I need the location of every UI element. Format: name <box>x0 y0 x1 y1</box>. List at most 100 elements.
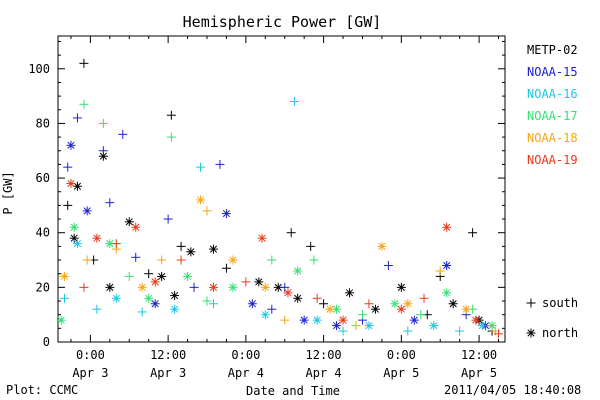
x-tick-label-date: Apr 3 <box>150 366 186 380</box>
data-point-south <box>98 118 108 128</box>
south-marker-icon <box>526 298 536 308</box>
x-axis: 0:00 Apr 3 12:00 Apr 3 0:00 Apr 4 12:00 Apr 4 0:… <box>70 36 500 380</box>
legend-entry: NOAA-18 <box>527 131 578 145</box>
data-point-north <box>196 195 206 205</box>
data-point-north <box>170 291 180 301</box>
data-point-south <box>202 206 212 216</box>
data-point-north <box>208 282 218 292</box>
data-point-north <box>82 206 92 216</box>
x-tick-label-time: 0:00 <box>387 348 416 362</box>
series-metp-02 <box>63 58 497 336</box>
data-point-north <box>442 222 452 232</box>
data-point-south <box>494 329 504 339</box>
data-point-north <box>299 315 309 325</box>
data-point-north <box>111 293 121 303</box>
data-point-south <box>79 99 89 109</box>
x-tick-label-time: 12:00 <box>306 348 342 362</box>
chart-title: Hemispheric Power [GW] <box>183 13 382 31</box>
marker-legend: south north <box>526 296 578 340</box>
data-point-south <box>176 241 186 251</box>
data-point-south <box>221 263 231 273</box>
data-point-north <box>477 321 487 331</box>
data-point-north <box>157 271 167 281</box>
data-point-north <box>442 288 452 298</box>
x-tick-label-date: Apr 4 <box>306 366 342 380</box>
y-tick-label: 40 <box>36 226 50 240</box>
data-point-south <box>118 129 128 139</box>
data-point-south <box>63 200 73 210</box>
series-noaa-17 <box>56 99 497 331</box>
data-point-north <box>429 321 439 331</box>
data-points <box>56 58 504 339</box>
data-point-south <box>144 269 154 279</box>
data-point-north <box>345 288 355 298</box>
plot-timestamp: 2011/04/05 18:40:08 <box>444 383 582 397</box>
data-point-north <box>72 181 82 191</box>
data-point-south <box>280 282 290 292</box>
data-point-north <box>461 304 471 314</box>
data-point-south <box>468 228 478 238</box>
data-point-south <box>59 293 69 303</box>
data-point-south <box>166 110 176 120</box>
data-point-north <box>442 261 452 270</box>
y-axis-label: P [GW] <box>1 171 15 214</box>
data-point-north <box>396 282 406 292</box>
data-point-south <box>351 321 361 331</box>
data-point-north <box>390 299 400 309</box>
data-point-south <box>215 159 225 169</box>
data-point-north <box>396 304 406 314</box>
data-point-south <box>309 255 319 265</box>
data-point-south <box>383 261 393 270</box>
data-point-north <box>325 304 335 314</box>
data-point-south <box>98 146 108 156</box>
data-point-south <box>208 299 218 309</box>
data-point-north <box>228 255 238 265</box>
data-point-south <box>131 252 141 262</box>
data-point-north <box>377 241 387 251</box>
data-point-north <box>69 222 79 232</box>
series-noaa-18 <box>59 195 500 336</box>
data-point-north <box>59 271 69 281</box>
x-tick-label-time: 0:00 <box>76 348 105 362</box>
data-point-north <box>221 209 231 219</box>
data-point-south <box>241 277 251 287</box>
data-point-north <box>131 222 141 232</box>
x-tick-label-date: Apr 5 <box>383 366 419 380</box>
data-point-north <box>254 277 264 287</box>
data-point-north <box>332 321 342 331</box>
data-point-south <box>357 310 367 320</box>
data-point-south <box>435 266 445 276</box>
data-point-south <box>416 310 426 320</box>
data-point-south <box>312 293 322 303</box>
data-point-south <box>289 97 299 107</box>
data-point-north <box>260 310 270 320</box>
y-tick-label: 0 <box>43 335 50 349</box>
data-point-north <box>98 151 108 161</box>
data-point-south <box>280 315 290 325</box>
data-point-north <box>124 217 134 227</box>
data-point-south <box>306 241 316 251</box>
data-point-north <box>260 282 270 292</box>
data-point-south <box>63 162 73 172</box>
y-axis: 0 20 40 60 80 100 <box>28 40 505 349</box>
data-point-south <box>82 255 92 265</box>
data-point-north <box>364 321 374 331</box>
data-point-north <box>137 282 147 292</box>
data-point-north <box>170 304 180 314</box>
data-point-north <box>66 140 76 150</box>
data-point-north <box>56 315 66 325</box>
data-point-south <box>157 255 167 265</box>
data-point-north <box>448 299 458 309</box>
marker-legend-label: south <box>542 296 578 310</box>
data-point-south <box>319 299 329 309</box>
y-tick-label: 80 <box>36 116 50 130</box>
series-noaa-16 <box>59 97 487 336</box>
data-point-north <box>92 233 102 243</box>
data-point-north <box>487 321 497 331</box>
x-tick-label-time: 0:00 <box>231 348 260 362</box>
data-point-north <box>471 315 481 325</box>
plot-frame <box>57 35 506 343</box>
data-point-south <box>111 239 121 249</box>
x-tick-label-date: Apr 3 <box>72 366 108 380</box>
